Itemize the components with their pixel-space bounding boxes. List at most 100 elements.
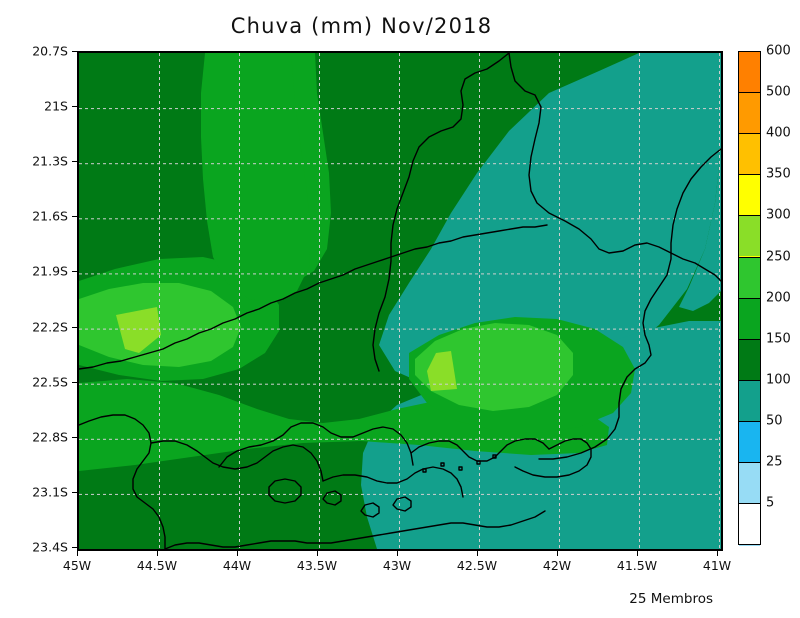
state-border-north bbox=[508, 53, 721, 282]
y-tick-mark-9 bbox=[72, 547, 77, 548]
map-plot-area bbox=[77, 51, 723, 551]
y-tick-mark-3 bbox=[72, 216, 77, 218]
y-tick-mark-2 bbox=[72, 161, 77, 163]
y-tick-mark-8 bbox=[72, 491, 77, 493]
island-dot-2 bbox=[440, 462, 445, 467]
island-dot-1 bbox=[422, 468, 427, 473]
band-300-350-west-core bbox=[116, 307, 161, 353]
cbar-div-100 bbox=[739, 420, 760, 422]
coastline-south-strip bbox=[164, 510, 546, 549]
y-tick-mark-4 bbox=[72, 271, 77, 273]
y-tick-label-6: 22.5S bbox=[32, 374, 68, 390]
x-tick-mark-3 bbox=[317, 551, 318, 556]
contour-field bbox=[79, 53, 721, 549]
cbar-label-300: 300 bbox=[766, 207, 791, 223]
cbar-label-400: 400 bbox=[766, 125, 791, 141]
cbar-label-150: 150 bbox=[766, 331, 791, 347]
x-tick-label-3: 43.5W bbox=[296, 558, 338, 573]
cbar-label-50: 50 bbox=[766, 413, 783, 429]
x-tick-mark-2 bbox=[237, 551, 238, 556]
cbar-div-500 bbox=[739, 133, 760, 135]
cbar-div-250 bbox=[739, 297, 760, 299]
y-tick-label-7: 22.8S bbox=[32, 429, 68, 445]
cbar-div-300 bbox=[739, 256, 760, 258]
y-tick-label-3: 21.6S bbox=[32, 208, 68, 224]
y-tick-label-1: 21S bbox=[44, 98, 68, 114]
cbar-div-400 bbox=[739, 174, 760, 176]
cbar-seg-400-500-fix bbox=[739, 92, 760, 134]
y-tick-mark-6 bbox=[72, 381, 77, 383]
y-tick-mark-0 bbox=[72, 51, 77, 52]
cbar-seg-below-5 bbox=[739, 503, 760, 545]
y-tick-label-2: 21.3S bbox=[32, 153, 68, 169]
coastline-east bbox=[538, 148, 721, 460]
cbar-div-50 bbox=[739, 462, 760, 463]
y-tick-label-5: 22.2S bbox=[32, 319, 68, 335]
cbar-seg-5-25-fix bbox=[739, 462, 760, 504]
coastline-southwest bbox=[79, 414, 166, 549]
island-small-2 bbox=[360, 502, 380, 518]
coastline-rio-guanabara bbox=[410, 438, 550, 462]
x-tick-mark-6 bbox=[557, 551, 558, 556]
member-count-annotation: 25 Membros bbox=[629, 591, 713, 607]
cbar-div-350 bbox=[739, 215, 760, 217]
cbar-div-150 bbox=[739, 379, 760, 381]
cbar-label-25: 25 bbox=[766, 454, 783, 470]
interior-border-diagonal bbox=[79, 224, 548, 370]
cbar-seg-100-150-fix bbox=[739, 338, 760, 380]
band-200-250-north-tongue bbox=[201, 53, 311, 303]
y-tick-label-0: 20.7S bbox=[32, 43, 68, 59]
island-dot-5 bbox=[492, 454, 497, 459]
cbar-seg-500-600-fix bbox=[739, 51, 760, 93]
band-300-350-east-core bbox=[427, 351, 457, 391]
grid-lines bbox=[79, 53, 721, 549]
cbar-label-200: 200 bbox=[766, 290, 791, 306]
coastline-overlay bbox=[79, 53, 721, 549]
coastline-sepetiba bbox=[322, 466, 464, 498]
x-tick-label-6: 42W bbox=[542, 558, 572, 573]
x-tick-label-8: 41W bbox=[702, 558, 732, 573]
state-border-northwest bbox=[372, 53, 510, 372]
island-ilha-grande bbox=[268, 478, 302, 504]
island-dot-4 bbox=[476, 460, 481, 465]
x-tick-mark-0 bbox=[77, 551, 78, 556]
cbar-div-25 bbox=[739, 503, 760, 505]
x-tick-mark-8 bbox=[717, 551, 718, 556]
cbar-label-500: 500 bbox=[766, 84, 791, 100]
x-tick-label-1: 44.5W bbox=[136, 558, 178, 573]
cbar-label-5: 5 bbox=[766, 495, 775, 511]
band-100-150-east-edge bbox=[679, 149, 721, 311]
cbar-seg-25-50-fix bbox=[739, 420, 760, 462]
y-tick-label-4: 21.9S bbox=[32, 263, 68, 279]
cbar-seg-350-400-fix bbox=[739, 133, 760, 175]
x-tick-mark-4 bbox=[397, 551, 398, 556]
cbar-seg-150-200-fix bbox=[739, 297, 760, 339]
cbar-label-600: 600 bbox=[766, 43, 791, 59]
x-tick-label-5: 42.5W bbox=[456, 558, 498, 573]
x-tick-label-4: 43W bbox=[382, 558, 412, 573]
y-tick-mark-5 bbox=[72, 326, 77, 328]
cbar-label-250: 250 bbox=[766, 249, 791, 264]
island-small-3 bbox=[392, 496, 412, 512]
y-tick-mark-7 bbox=[72, 436, 77, 438]
cbar-label-100: 100 bbox=[766, 372, 791, 388]
band-100-150-northeast bbox=[379, 53, 721, 393]
coastline-bay-west bbox=[150, 440, 324, 482]
cbar-seg-300-350-fix bbox=[739, 174, 760, 216]
field-bands bbox=[79, 53, 721, 549]
chart-title: Chuva (mm) Nov/2018 bbox=[230, 14, 493, 38]
cbar-div-200 bbox=[739, 338, 760, 340]
x-tick-label-7: 41.5W bbox=[616, 558, 658, 573]
y-tick-label-8: 23.1S bbox=[32, 484, 68, 500]
island-small-1 bbox=[322, 490, 342, 506]
y-tick-label-9: 23.4S bbox=[32, 539, 68, 555]
x-tick-label-2: 44W bbox=[222, 558, 252, 573]
coastline-central-bay bbox=[218, 422, 414, 468]
cbar-seg-200-250-fix bbox=[739, 256, 760, 298]
cbar-seg-250-300-fix bbox=[739, 215, 760, 257]
